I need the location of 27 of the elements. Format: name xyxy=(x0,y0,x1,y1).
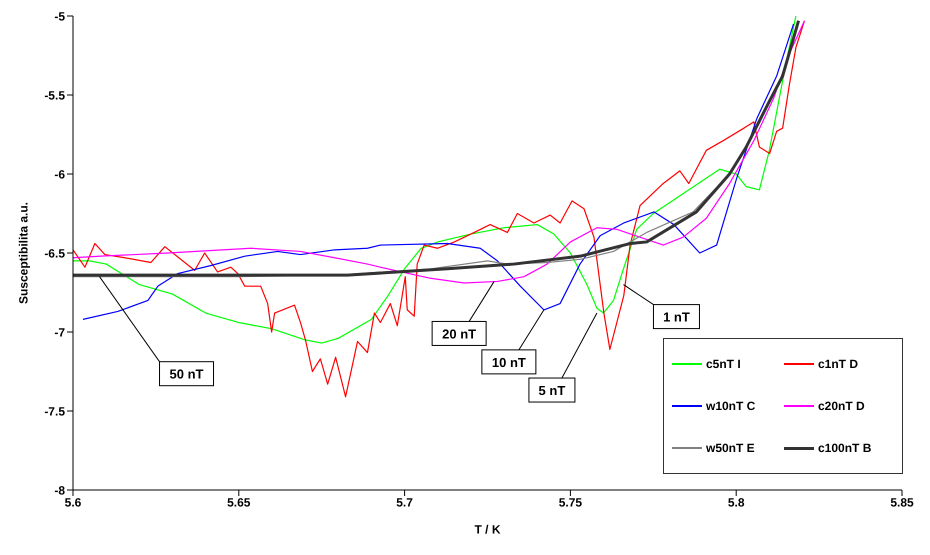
y-tick-label: -5 xyxy=(54,9,66,24)
legend-label: w10nT C xyxy=(706,399,756,413)
legend-label: c20nT D xyxy=(818,399,865,413)
annotation: 5 nT xyxy=(538,383,566,398)
annotation: 1 nT xyxy=(663,310,690,325)
x-tick-label: 5.7 xyxy=(396,496,414,510)
annotation: 10 nT xyxy=(492,354,526,370)
legend-label: c5nT I xyxy=(706,357,741,371)
y-tick-label: -7.5 xyxy=(44,404,66,418)
x-tick-label: 5.75 xyxy=(558,496,582,510)
x-tick-label: 5.6 xyxy=(64,496,82,510)
legend-label: c100nT B xyxy=(818,441,872,455)
annotation: 50 nT xyxy=(170,366,204,382)
y-tick-label: -7 xyxy=(54,325,66,340)
legend-label: c1nT D xyxy=(818,357,858,371)
y-tick-label: -5.5 xyxy=(44,88,66,102)
legend-label: w50nT E xyxy=(706,441,755,455)
y-axis-title: Susceptibilita a.u. xyxy=(16,202,30,304)
line-series xyxy=(73,20,806,398)
x-tick-label: 5.8 xyxy=(728,496,745,510)
y-tick-label: -6.5 xyxy=(44,246,66,260)
annotation: 20 nT xyxy=(442,326,476,342)
x-axis-title: T / K xyxy=(474,522,501,537)
x-tick-label: 5.85 xyxy=(890,496,914,510)
y-tick-label: -8 xyxy=(54,483,66,498)
y-tick-label: -6 xyxy=(54,167,66,182)
x-tick-label: 5.65 xyxy=(227,496,251,510)
